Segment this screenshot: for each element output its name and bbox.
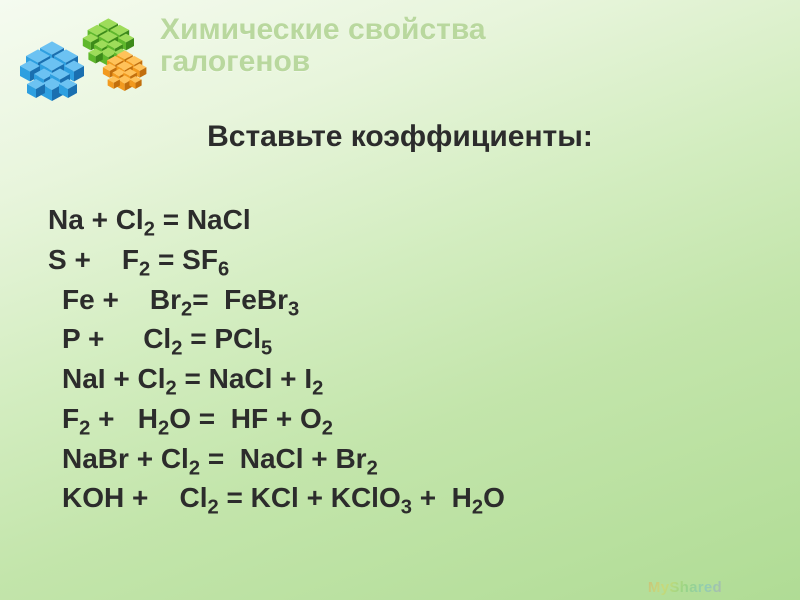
equation-line: F2 + H2O = HF + O2 [48, 399, 505, 439]
equation-line: KOH + Cl2 = KCl + KClO3 + H2O [48, 478, 505, 518]
slide-title: Химические свойства галогенов [160, 14, 486, 79]
slide-subtitle: Вставьте коэффициенты: [0, 120, 800, 154]
equation-line: NaI + Cl2 = NaCl + I2 [48, 359, 505, 399]
equation-line: NaBr + Cl2 = NaCl + Br2 [48, 439, 505, 479]
equation-line: Na + Cl2 = NaCl [48, 200, 505, 240]
equation-line: Fe + Br2= FeBr3 [48, 280, 505, 320]
decor-cube [92, 40, 157, 105]
watermark: MyShared [648, 579, 722, 596]
title-line-2: галогенов [160, 45, 310, 78]
decor-cube [4, 26, 100, 122]
title-line-1: Химические свойства [160, 13, 486, 46]
equation-line: S + F2 = SF6 [48, 240, 505, 280]
equations-list: Na + Cl2 = NaClS + F2 = SF6Fe + Br2= FeB… [48, 200, 505, 518]
corner-decor [0, 0, 170, 130]
equation-line: P + Cl2 = PCl5 [48, 319, 505, 359]
